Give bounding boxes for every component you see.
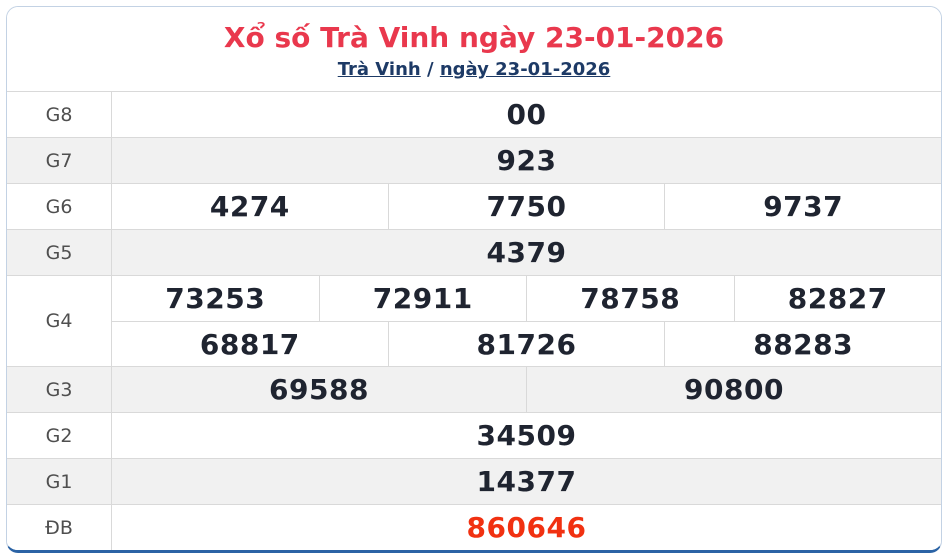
prize-row-g2: G2 34509 bbox=[7, 412, 941, 458]
prize-number: 00 bbox=[506, 98, 547, 131]
prize-values: 4274 7750 9737 bbox=[112, 184, 941, 229]
prize-sub-row: 69588 90800 bbox=[112, 367, 941, 412]
province-link[interactable]: Trà Vinh bbox=[337, 58, 421, 80]
prize-sub-row: 73253 72911 78758 82827 bbox=[112, 276, 941, 321]
prize-number: 90800 bbox=[526, 367, 941, 412]
prize-row-g1: G1 14377 bbox=[7, 458, 941, 504]
prize-row-g6: G6 4274 7750 9737 bbox=[7, 183, 941, 229]
prize-sub-row: 34509 bbox=[112, 413, 941, 458]
prize-values: 69588 90800 bbox=[112, 367, 941, 412]
prize-values: 860646 bbox=[112, 505, 941, 550]
prize-values: 00 bbox=[112, 92, 941, 137]
prize-label: ĐB bbox=[7, 505, 112, 550]
prize-number: 82827 bbox=[733, 276, 942, 321]
prize-table: G8 00 G7 923 G6 4274 7750 9737 G5 4379 G4 73253 7291… bbox=[7, 91, 941, 550]
prize-number: 81726 bbox=[387, 322, 665, 366]
prize-number: 88283 bbox=[664, 322, 941, 366]
prize-label: G6 bbox=[7, 184, 112, 229]
prize-label: G7 bbox=[7, 138, 112, 183]
prize-label: G5 bbox=[7, 230, 112, 275]
prize-sub-row: 14377 bbox=[112, 459, 941, 504]
prize-number: 68817 bbox=[199, 327, 300, 361]
prize-row-g5: G5 4379 bbox=[7, 229, 941, 275]
prize-values: 34509 bbox=[112, 413, 941, 458]
prize-label: G2 bbox=[7, 413, 112, 458]
prize-row-đb: ĐB 860646 bbox=[7, 504, 941, 550]
prize-values: 923 bbox=[112, 138, 941, 183]
prize-number: 78758 bbox=[526, 276, 734, 321]
prize-sub-row: 00 bbox=[112, 92, 941, 137]
prize-number: 73253 bbox=[165, 282, 266, 315]
prize-number: 69588 bbox=[269, 373, 369, 406]
prize-label: G1 bbox=[7, 459, 112, 504]
prize-label: G4 bbox=[7, 276, 112, 366]
prize-number: 72911 bbox=[318, 276, 527, 321]
prize-sub-row: 923 bbox=[112, 138, 941, 183]
prize-number: 7750 bbox=[387, 184, 665, 229]
prize-values: 4379 bbox=[112, 230, 941, 275]
prize-values: 14377 bbox=[112, 459, 941, 504]
prize-label: G3 bbox=[7, 367, 112, 412]
prize-values: 73253 72911 78758 82827 68817 81726 88283 bbox=[112, 276, 941, 366]
prize-row-g8: G8 00 bbox=[7, 92, 941, 137]
prize-row-g3: G3 69588 90800 bbox=[7, 366, 941, 412]
prize-row-g7: G7 923 bbox=[7, 137, 941, 183]
prize-number: 9737 bbox=[664, 184, 941, 229]
breadcrumb: Trà Vinh / ngày 23-01-2026 bbox=[7, 59, 941, 80]
breadcrumb-separator: / bbox=[427, 58, 434, 80]
prize-row-g4: G4 73253 72911 78758 82827 68817 81726 88283 bbox=[7, 275, 941, 366]
prize-number: 4379 bbox=[486, 236, 567, 269]
card-header: Xổ số Trà Vinh ngày 23-01-2026 Trà Vinh … bbox=[7, 7, 941, 91]
lottery-result-card: Xổ số Trà Vinh ngày 23-01-2026 Trà Vinh … bbox=[6, 6, 942, 553]
prize-number: 34509 bbox=[476, 419, 577, 452]
date-link[interactable]: ngày 23-01-2026 bbox=[439, 58, 611, 80]
prize-number: 14377 bbox=[476, 465, 577, 498]
prize-label: G8 bbox=[7, 92, 112, 137]
prize-sub-row: 860646 bbox=[112, 505, 941, 550]
prize-sub-row: 68817 81726 88283 bbox=[112, 321, 941, 366]
prize-sub-row: 4379 bbox=[112, 230, 941, 275]
prize-number: 860646 bbox=[466, 511, 587, 544]
prize-sub-row: 4274 7750 9737 bbox=[112, 184, 941, 229]
page-title: Xổ số Trà Vinh ngày 23-01-2026 bbox=[223, 21, 725, 54]
prize-number: 4274 bbox=[209, 190, 290, 223]
prize-number: 923 bbox=[496, 144, 557, 177]
